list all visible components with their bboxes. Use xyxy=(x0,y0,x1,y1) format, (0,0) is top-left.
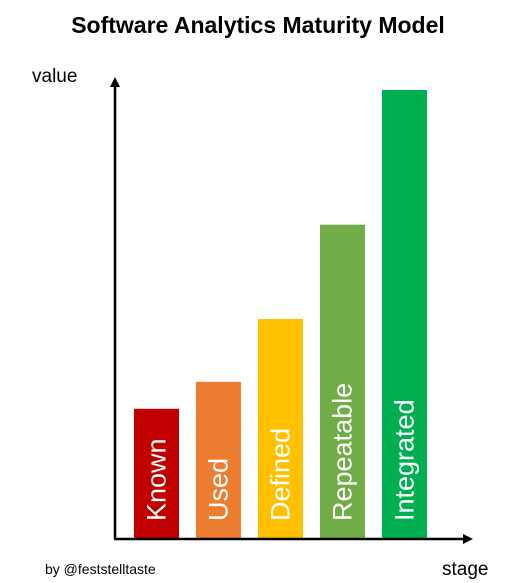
bar-label-integrated: Integrated xyxy=(390,399,420,521)
bar-integrated xyxy=(382,90,427,539)
bar-defined xyxy=(258,318,303,539)
bar-label-defined: Defined xyxy=(266,428,296,521)
bar-label-repeatable: Repeatable xyxy=(328,383,358,521)
bar-label-used: Used xyxy=(204,458,234,521)
author-credit: by @feststelltaste xyxy=(45,561,156,577)
chart-title: Software Analytics Maturity Model xyxy=(71,12,445,38)
y-axis-label: value xyxy=(32,66,77,87)
bar-known xyxy=(134,408,179,539)
bars-group: Known Used Defined Repeatable Integrated xyxy=(134,90,427,539)
bar-label-known: Known xyxy=(142,438,172,521)
bar-used xyxy=(196,381,241,539)
x-axis-label: stage xyxy=(442,559,488,580)
bar-repeatable xyxy=(320,224,365,539)
